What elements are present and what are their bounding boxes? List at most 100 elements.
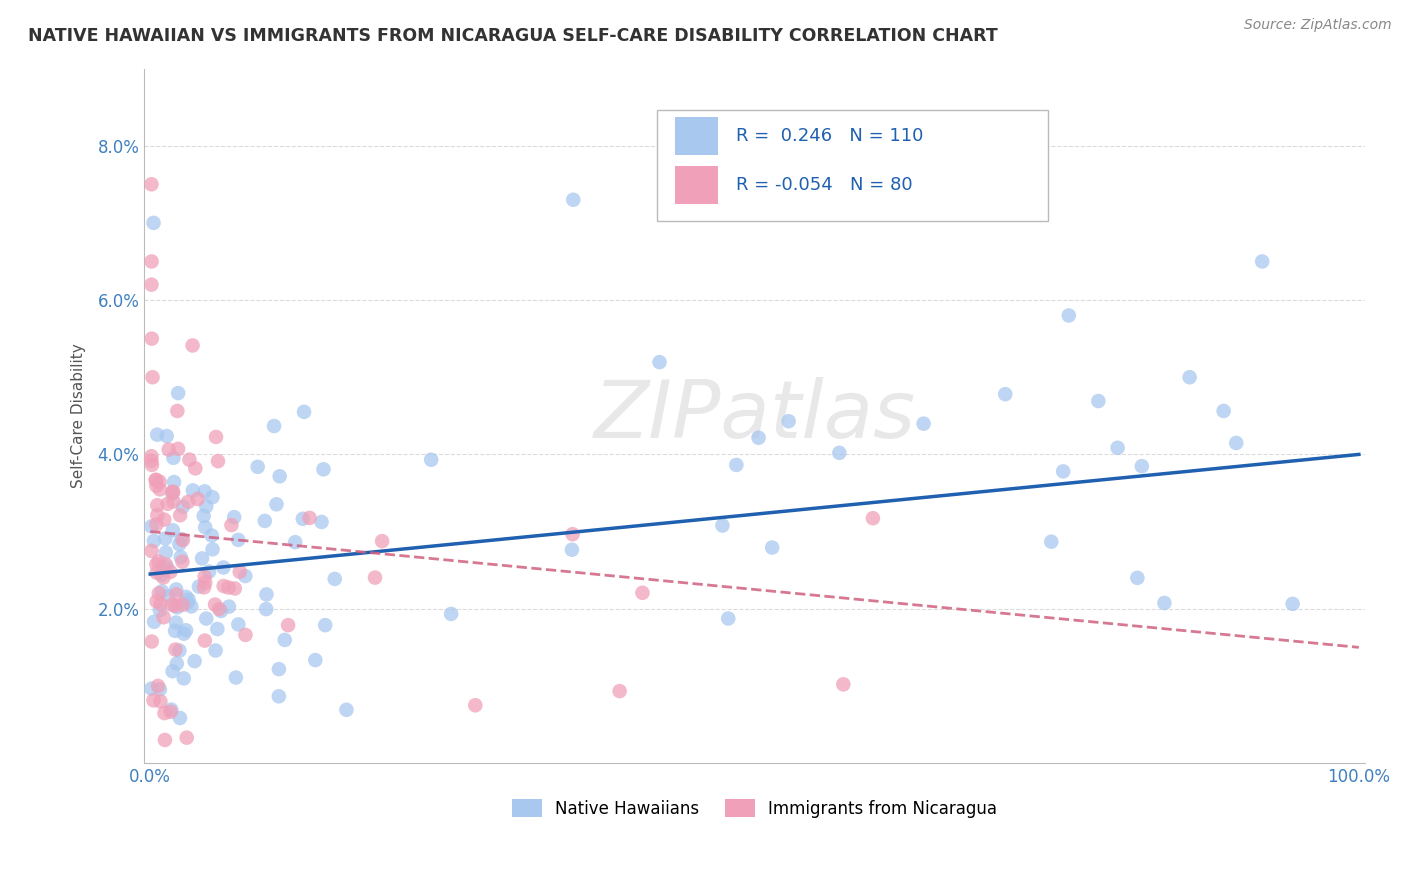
Point — [141, 254, 163, 268]
Text: R = -0.054   N = 80: R = -0.054 N = 80 — [737, 176, 912, 194]
Point — [157, 442, 180, 457]
Point — [711, 518, 734, 533]
Point — [1052, 464, 1074, 478]
Point — [609, 684, 631, 698]
Point — [163, 599, 186, 613]
Point — [1107, 441, 1129, 455]
Point — [174, 590, 197, 604]
Point — [193, 508, 215, 523]
Point — [226, 533, 249, 547]
Point — [1130, 459, 1153, 474]
Point — [194, 575, 217, 590]
Point — [269, 469, 291, 483]
Point — [180, 599, 202, 614]
Point — [194, 484, 217, 499]
Point — [177, 495, 200, 509]
Point — [311, 515, 333, 529]
Point — [148, 586, 170, 600]
Point — [152, 610, 174, 624]
Point — [167, 386, 190, 401]
Y-axis label: Self-Care Disability: Self-Care Disability — [72, 343, 86, 488]
Point — [187, 491, 209, 506]
Point — [173, 626, 195, 640]
Point — [155, 532, 177, 546]
Point — [761, 541, 783, 555]
Point — [173, 671, 195, 685]
Point — [195, 611, 218, 625]
Point — [148, 555, 170, 569]
Point — [266, 497, 288, 511]
Point — [149, 694, 172, 708]
Legend: Native Hawaiians, Immigrants from Nicaragua: Native Hawaiians, Immigrants from Nicara… — [506, 793, 1004, 824]
Point — [153, 733, 176, 747]
Point — [828, 446, 851, 460]
Point — [172, 555, 194, 569]
Point — [170, 550, 193, 565]
Point — [146, 427, 169, 442]
Point — [152, 570, 174, 584]
Point — [201, 542, 224, 557]
Point — [145, 479, 167, 493]
Point — [165, 642, 187, 657]
Point — [162, 485, 184, 500]
Point — [364, 571, 387, 585]
Point — [862, 511, 884, 525]
Point — [194, 569, 217, 583]
Point — [194, 633, 217, 648]
Point — [1153, 596, 1175, 610]
Point — [195, 500, 218, 514]
Point — [193, 580, 215, 594]
Point — [208, 602, 231, 616]
Point — [155, 558, 177, 572]
Point — [169, 508, 191, 523]
Point — [304, 653, 326, 667]
Point — [163, 475, 186, 489]
Point — [198, 565, 221, 579]
Point — [183, 654, 205, 668]
Point — [561, 542, 583, 557]
Point — [778, 414, 800, 428]
Point — [141, 634, 163, 648]
Point — [172, 533, 194, 547]
Point — [141, 454, 163, 468]
Point — [1040, 534, 1063, 549]
Point — [142, 216, 165, 230]
Point — [146, 498, 169, 512]
Point — [145, 473, 167, 487]
Point — [181, 338, 204, 352]
Point — [207, 622, 229, 636]
Point — [204, 643, 226, 657]
Point — [166, 600, 188, 615]
Point — [159, 565, 181, 579]
Point — [165, 587, 187, 601]
Point — [165, 615, 187, 630]
Point — [141, 370, 163, 384]
Point — [160, 598, 183, 612]
Point — [1212, 404, 1234, 418]
Point — [229, 565, 252, 579]
Point — [141, 332, 163, 346]
Point — [155, 545, 177, 559]
Point — [176, 731, 198, 745]
Point — [141, 681, 163, 696]
Point — [149, 603, 172, 617]
Point — [162, 486, 184, 500]
Point — [562, 193, 585, 207]
Point — [267, 662, 290, 676]
Point — [184, 461, 207, 475]
Point — [162, 450, 184, 465]
FancyBboxPatch shape — [675, 117, 718, 155]
Point — [165, 582, 187, 597]
Point — [160, 703, 183, 717]
Point — [141, 277, 163, 292]
Point — [224, 510, 246, 524]
Point — [156, 429, 179, 443]
Point — [284, 535, 307, 549]
Point — [150, 584, 173, 599]
Point — [235, 628, 257, 642]
Point — [312, 462, 335, 476]
Point — [748, 431, 770, 445]
Point — [172, 500, 194, 514]
Point — [221, 518, 243, 533]
Point — [145, 566, 167, 580]
